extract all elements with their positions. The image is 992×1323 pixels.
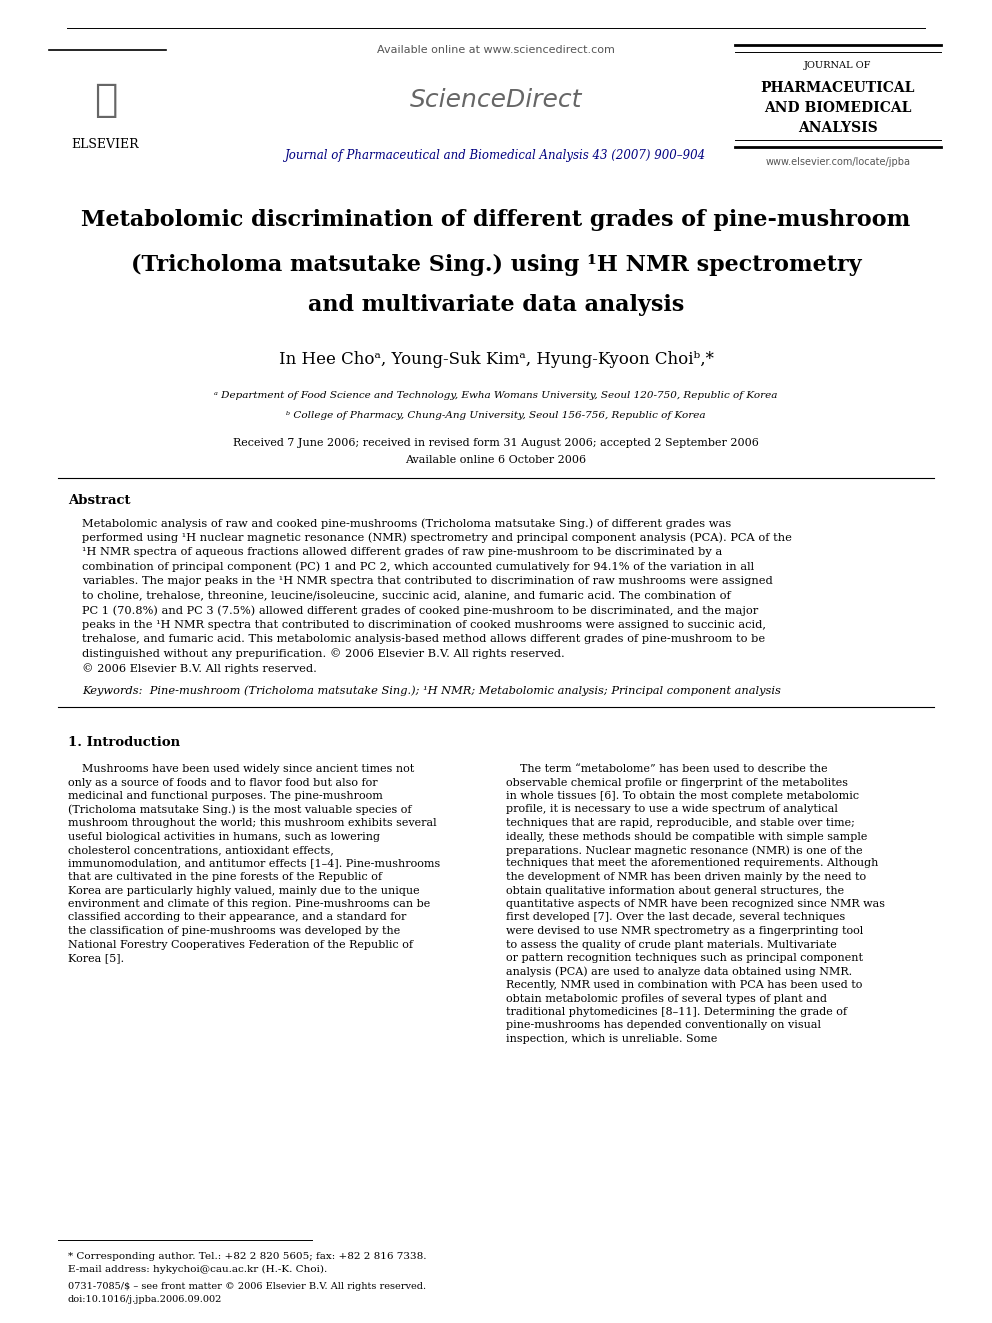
Text: medicinal and functional purposes. The pine-mushroom: medicinal and functional purposes. The p… — [67, 791, 383, 800]
Text: Recently, NMR used in combination with PCA has been used to: Recently, NMR used in combination with P… — [506, 980, 863, 990]
Text: distinguished without any prepurification. © 2006 Elsevier B.V. All rights reser: distinguished without any prepurificatio… — [82, 648, 564, 659]
Text: were devised to use NMR spectrometry as a fingerprinting tool: were devised to use NMR spectrometry as … — [506, 926, 864, 935]
Text: obtain metabolomic profiles of several types of plant and: obtain metabolomic profiles of several t… — [506, 994, 827, 1004]
Text: ANALYSIS: ANALYSIS — [798, 120, 878, 135]
Text: observable chemical profile or fingerprint of the metabolites: observable chemical profile or fingerpri… — [506, 778, 848, 787]
Text: peaks in the ¹H NMR spectra that contributed to discrimination of cooked mushroo: peaks in the ¹H NMR spectra that contrib… — [82, 619, 766, 630]
Text: JOURNAL OF: JOURNAL OF — [805, 61, 872, 70]
Text: Metabolomic discrimination of different grades of pine-mushroom: Metabolomic discrimination of different … — [81, 209, 911, 232]
Text: quantitative aspects of NMR have been recognized since NMR was: quantitative aspects of NMR have been re… — [506, 900, 885, 909]
Text: immunomodulation, and antitumor effects [1–4]. Pine-mushrooms: immunomodulation, and antitumor effects … — [67, 859, 440, 868]
Text: environment and climate of this region. Pine-mushrooms can be: environment and climate of this region. … — [67, 900, 431, 909]
Text: techniques that meet the aforementioned requirements. Although: techniques that meet the aforementioned … — [506, 859, 879, 868]
Text: Available online at www.sciencedirect.com: Available online at www.sciencedirect.co… — [377, 45, 615, 56]
Text: ¹H NMR spectra of aqueous fractions allowed different grades of raw pine-mushroo: ¹H NMR spectra of aqueous fractions allo… — [82, 546, 722, 557]
Text: inspection, which is unreliable. Some: inspection, which is unreliable. Some — [506, 1035, 717, 1044]
Text: techniques that are rapid, reproducible, and stable over time;: techniques that are rapid, reproducible,… — [506, 818, 855, 828]
Text: in whole tissues [6]. To obtain the most complete metabolomic: in whole tissues [6]. To obtain the most… — [506, 791, 859, 800]
Text: E-mail address: hykychoi@cau.ac.kr (H.-K. Choi).: E-mail address: hykychoi@cau.ac.kr (H.-K… — [67, 1265, 327, 1274]
Text: or pattern recognition techniques such as principal component: or pattern recognition techniques such a… — [506, 953, 863, 963]
Text: the classification of pine-mushrooms was developed by the: the classification of pine-mushrooms was… — [67, 926, 400, 935]
Text: (Tricholoma matsutake Sing.) is the most valuable species of: (Tricholoma matsutake Sing.) is the most… — [67, 804, 412, 815]
Text: trehalose, and fumaric acid. This metabolomic analysis-based method allows diffe: trehalose, and fumaric acid. This metabo… — [82, 634, 765, 644]
Text: ELSEVIER: ELSEVIER — [71, 139, 139, 152]
Text: * Corresponding author. Tel.: +82 2 820 5605; fax: +82 2 816 7338.: * Corresponding author. Tel.: +82 2 820 … — [67, 1252, 427, 1261]
Text: 1. Introduction: 1. Introduction — [67, 736, 180, 749]
Text: © 2006 Elsevier B.V. All rights reserved.: © 2006 Elsevier B.V. All rights reserved… — [82, 663, 316, 673]
Text: the development of NMR has been driven mainly by the need to: the development of NMR has been driven m… — [506, 872, 866, 882]
Text: profile, it is necessary to use a wide spectrum of analytical: profile, it is necessary to use a wide s… — [506, 804, 838, 815]
Text: doi:10.1016/j.jpba.2006.09.002: doi:10.1016/j.jpba.2006.09.002 — [67, 1295, 222, 1304]
Text: performed using ¹H nuclear magnetic resonance (NMR) spectrometry and principal c: performed using ¹H nuclear magnetic reso… — [82, 532, 792, 542]
Text: obtain qualitative information about general structures, the: obtain qualitative information about gen… — [506, 885, 844, 896]
Text: pine-mushrooms has depended conventionally on visual: pine-mushrooms has depended conventional… — [506, 1020, 821, 1031]
Text: ᵇ College of Pharmacy, Chung-Ang University, Seoul 156-756, Republic of Korea: ᵇ College of Pharmacy, Chung-Ang Univers… — [287, 410, 705, 419]
Text: Abstract: Abstract — [67, 493, 130, 507]
Text: Received 7 June 2006; received in revised form 31 August 2006; accepted 2 Septem: Received 7 June 2006; received in revise… — [233, 438, 759, 448]
Text: ideally, these methods should be compatible with simple sample: ideally, these methods should be compati… — [506, 831, 868, 841]
Text: and multivariate data analysis: and multivariate data analysis — [308, 294, 684, 316]
Text: PHARMACEUTICAL: PHARMACEUTICAL — [761, 81, 915, 95]
Text: to assess the quality of crude plant materials. Multivariate: to assess the quality of crude plant mat… — [506, 939, 837, 950]
Text: classified according to their appearance, and a standard for: classified according to their appearance… — [67, 913, 406, 922]
Text: only as a source of foods and to flavor food but also for: only as a source of foods and to flavor … — [67, 778, 377, 787]
Text: Available online 6 October 2006: Available online 6 October 2006 — [406, 455, 586, 464]
Text: 0731-7085/$ – see front matter © 2006 Elsevier B.V. All rights reserved.: 0731-7085/$ – see front matter © 2006 El… — [67, 1282, 426, 1291]
Text: preparations. Nuclear magnetic resonance (NMR) is one of the: preparations. Nuclear magnetic resonance… — [506, 845, 863, 856]
Text: In Hee Choᵃ, Young-Suk Kimᵃ, Hyung-Kyoon Choiᵇ,*: In Hee Choᵃ, Young-Suk Kimᵃ, Hyung-Kyoon… — [279, 352, 713, 369]
Text: Journal of Pharmaceutical and Biomedical Analysis 43 (2007) 900–904: Journal of Pharmaceutical and Biomedical… — [286, 148, 706, 161]
Text: combination of principal component (PC) 1 and PC 2, which accounted cumulatively: combination of principal component (PC) … — [82, 561, 754, 572]
Text: cholesterol concentrations, antioxidant effects,: cholesterol concentrations, antioxidant … — [67, 845, 333, 855]
Text: mushroom throughout the world; this mushroom exhibits several: mushroom throughout the world; this mush… — [67, 818, 436, 828]
Text: Korea are particularly highly valued, mainly due to the unique: Korea are particularly highly valued, ma… — [67, 885, 420, 896]
Text: Metabolomic analysis of raw and cooked pine-mushrooms (Tricholoma matsutake Sing: Metabolomic analysis of raw and cooked p… — [82, 519, 731, 529]
Text: analysis (PCA) are used to analyze data obtained using NMR.: analysis (PCA) are used to analyze data … — [506, 967, 852, 978]
Text: useful biological activities in humans, such as lowering: useful biological activities in humans, … — [67, 831, 380, 841]
Text: www.elsevier.com/locate/jpba: www.elsevier.com/locate/jpba — [765, 157, 911, 167]
Text: 🌲: 🌲 — [93, 81, 117, 119]
Text: Mushrooms have been used widely since ancient times not: Mushrooms have been used widely since an… — [67, 763, 414, 774]
Text: that are cultivated in the pine forests of the Republic of: that are cultivated in the pine forests … — [67, 872, 382, 882]
Text: to choline, trehalose, threonine, leucine/isoleucine, succinic acid, alanine, an: to choline, trehalose, threonine, leucin… — [82, 590, 731, 601]
Text: Korea [5].: Korea [5]. — [67, 953, 124, 963]
Text: PC 1 (70.8%) and PC 3 (7.5%) allowed different grades of cooked pine-mushroom to: PC 1 (70.8%) and PC 3 (7.5%) allowed dif… — [82, 605, 758, 615]
Text: variables. The major peaks in the ¹H NMR spectra that contributed to discriminat: variables. The major peaks in the ¹H NMR… — [82, 576, 773, 586]
Text: Keywords:  Pine-mushroom (Tricholoma matsutake Sing.); ¹H NMR; Metabolomic analy: Keywords: Pine-mushroom (Tricholoma mats… — [82, 685, 781, 696]
Text: ᵃ Department of Food Science and Technology, Ewha Womans University, Seoul 120-7: ᵃ Department of Food Science and Technol… — [214, 390, 778, 400]
Text: AND BIOMEDICAL: AND BIOMEDICAL — [764, 101, 912, 115]
Text: (Tricholoma matsutake Sing.) using ¹H NMR spectrometry: (Tricholoma matsutake Sing.) using ¹H NM… — [131, 254, 861, 277]
Text: traditional phytomedicines [8–11]. Determining the grade of: traditional phytomedicines [8–11]. Deter… — [506, 1007, 847, 1017]
Text: ScienceDirect: ScienceDirect — [410, 89, 582, 112]
Text: National Forestry Cooperatives Federation of the Republic of: National Forestry Cooperatives Federatio… — [67, 939, 413, 950]
Text: The term “metabolome” has been used to describe the: The term “metabolome” has been used to d… — [506, 763, 828, 774]
Text: first developed [7]. Over the last decade, several techniques: first developed [7]. Over the last decad… — [506, 913, 845, 922]
